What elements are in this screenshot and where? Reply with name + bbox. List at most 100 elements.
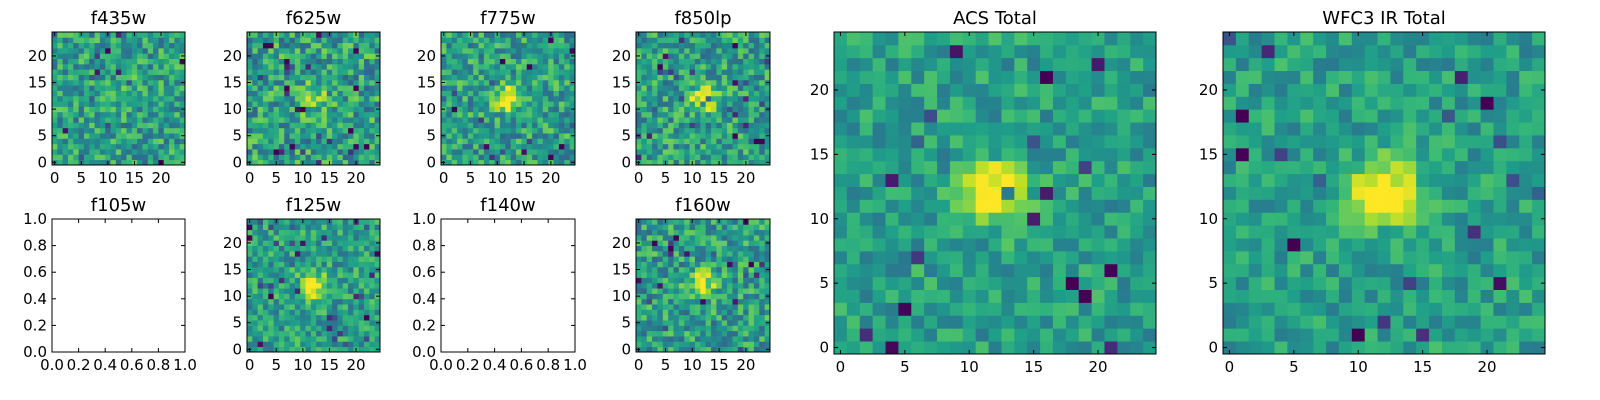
- heatmap-cell: [1326, 289, 1340, 303]
- heatmap-cell: [257, 42, 264, 49]
- heatmap-cell: [147, 69, 154, 75]
- heatmap-cell: [1143, 212, 1157, 226]
- heatmap-cell: [467, 111, 474, 118]
- heatmap-cell: [732, 37, 739, 44]
- heatmap-cell: [67, 143, 74, 150]
- heatmap-cell: [1104, 225, 1118, 239]
- heatmap-cell: [348, 298, 354, 305]
- heatmap-cell: [478, 42, 485, 49]
- heatmap-cell: [532, 32, 538, 38]
- heatmap-cell: [337, 298, 344, 305]
- heatmap-cell: [252, 63, 259, 70]
- heatmap-cell: [52, 63, 58, 70]
- y-tick-label: 0.4: [23, 290, 47, 308]
- heatmap-cell: [446, 95, 453, 102]
- heatmap-cell: [510, 117, 517, 123]
- heatmap-cell: [326, 138, 333, 145]
- heatmap-cell: [553, 127, 560, 134]
- heatmap-cell: [537, 159, 544, 166]
- heatmap-cell: [358, 154, 365, 161]
- heatmap-cell: [326, 127, 333, 134]
- heatmap-cell: [247, 261, 253, 268]
- heatmap-cell: [332, 272, 338, 278]
- heatmap-cell: [131, 42, 138, 49]
- heatmap-cell: [268, 266, 274, 273]
- heatmap-cell: [716, 47, 723, 54]
- heatmap-cell: [569, 149, 576, 155]
- heatmap-cell: [300, 229, 306, 236]
- heatmap-cell: [885, 147, 899, 162]
- heatmap-cell: [78, 53, 85, 59]
- heatmap-cell: [131, 138, 138, 145]
- heatmap-cell: [652, 298, 658, 305]
- heatmap-cell: [962, 250, 977, 265]
- heatmap-cell: [158, 74, 165, 81]
- heatmap-cell: [564, 63, 571, 70]
- heatmap-cell: [937, 276, 951, 290]
- heatmap-cell: [278, 293, 285, 300]
- heatmap-cell: [348, 229, 354, 236]
- heatmap-cell: [364, 266, 370, 273]
- heatmap-cell: [284, 138, 290, 145]
- heatmap-cell: [558, 42, 565, 49]
- heatmap-cell: [289, 106, 296, 113]
- heatmap-cell: [268, 63, 274, 70]
- heatmap-cell: [711, 256, 717, 262]
- heatmap-cell: [673, 133, 680, 139]
- heatmap-cell: [510, 79, 517, 86]
- heatmap-cell: [721, 111, 728, 118]
- heatmap-cell: [310, 53, 317, 59]
- heatmap-cell: [153, 47, 159, 54]
- heatmap-cell: [364, 234, 370, 241]
- heatmap-cell: [975, 173, 989, 187]
- heatmap-cell: [689, 122, 696, 129]
- heatmap-cell: [727, 53, 733, 59]
- heatmap-cell: [489, 47, 495, 54]
- heatmap-cell: [105, 127, 111, 134]
- heatmap-cell: [1130, 96, 1144, 110]
- heatmap-cell: [988, 44, 1002, 59]
- heatmap-cell: [441, 95, 447, 102]
- heatmap-cell: [721, 224, 728, 231]
- heatmap-cell: [273, 127, 280, 134]
- heatmap-cell: [1040, 250, 1054, 265]
- heatmap-cell: [1532, 263, 1546, 278]
- heatmap-cell: [294, 266, 301, 273]
- heatmap-cell: [678, 234, 685, 241]
- heatmap-cell: [753, 314, 760, 321]
- heatmap-cell: [99, 90, 106, 97]
- heatmap-cell: [721, 288, 728, 294]
- heatmap-cell: [278, 309, 285, 316]
- heatmap-cell: [99, 74, 106, 81]
- heatmap-cell: [273, 122, 280, 129]
- heatmap-cell: [949, 302, 964, 316]
- heatmap-cell: [537, 37, 544, 44]
- heatmap-cell: [137, 101, 143, 107]
- heatmap-cell: [1130, 238, 1144, 252]
- heatmap-cell: [716, 133, 723, 139]
- heatmap-cell: [1027, 122, 1041, 136]
- heatmap-cell: [89, 122, 95, 129]
- heatmap-cell: [353, 69, 360, 75]
- heatmap-cell: [569, 111, 576, 118]
- heatmap-cell: [521, 47, 528, 54]
- heatmap-cell: [898, 135, 912, 149]
- heatmap-cell: [332, 266, 338, 273]
- heatmap-cell: [678, 111, 685, 118]
- heatmap-cell: [473, 143, 479, 150]
- heatmap-cell: [646, 309, 653, 316]
- heatmap-cell: [278, 95, 285, 102]
- heatmap-cell: [179, 149, 186, 155]
- heatmap-cell: [846, 32, 861, 46]
- heatmap-cell: [1027, 302, 1041, 316]
- heatmap-cell: [1014, 328, 1028, 342]
- heatmap-cell: [641, 234, 648, 241]
- heatmap-cell: [94, 53, 101, 59]
- heatmap-cell: [558, 74, 565, 81]
- heatmap-cell: [332, 256, 338, 262]
- heatmap-cell: [689, 272, 696, 278]
- heatmap-cell: [78, 79, 85, 86]
- heatmap-cell: [169, 90, 175, 97]
- heatmap-cell: [289, 224, 296, 231]
- heatmap-cell: [1091, 32, 1105, 46]
